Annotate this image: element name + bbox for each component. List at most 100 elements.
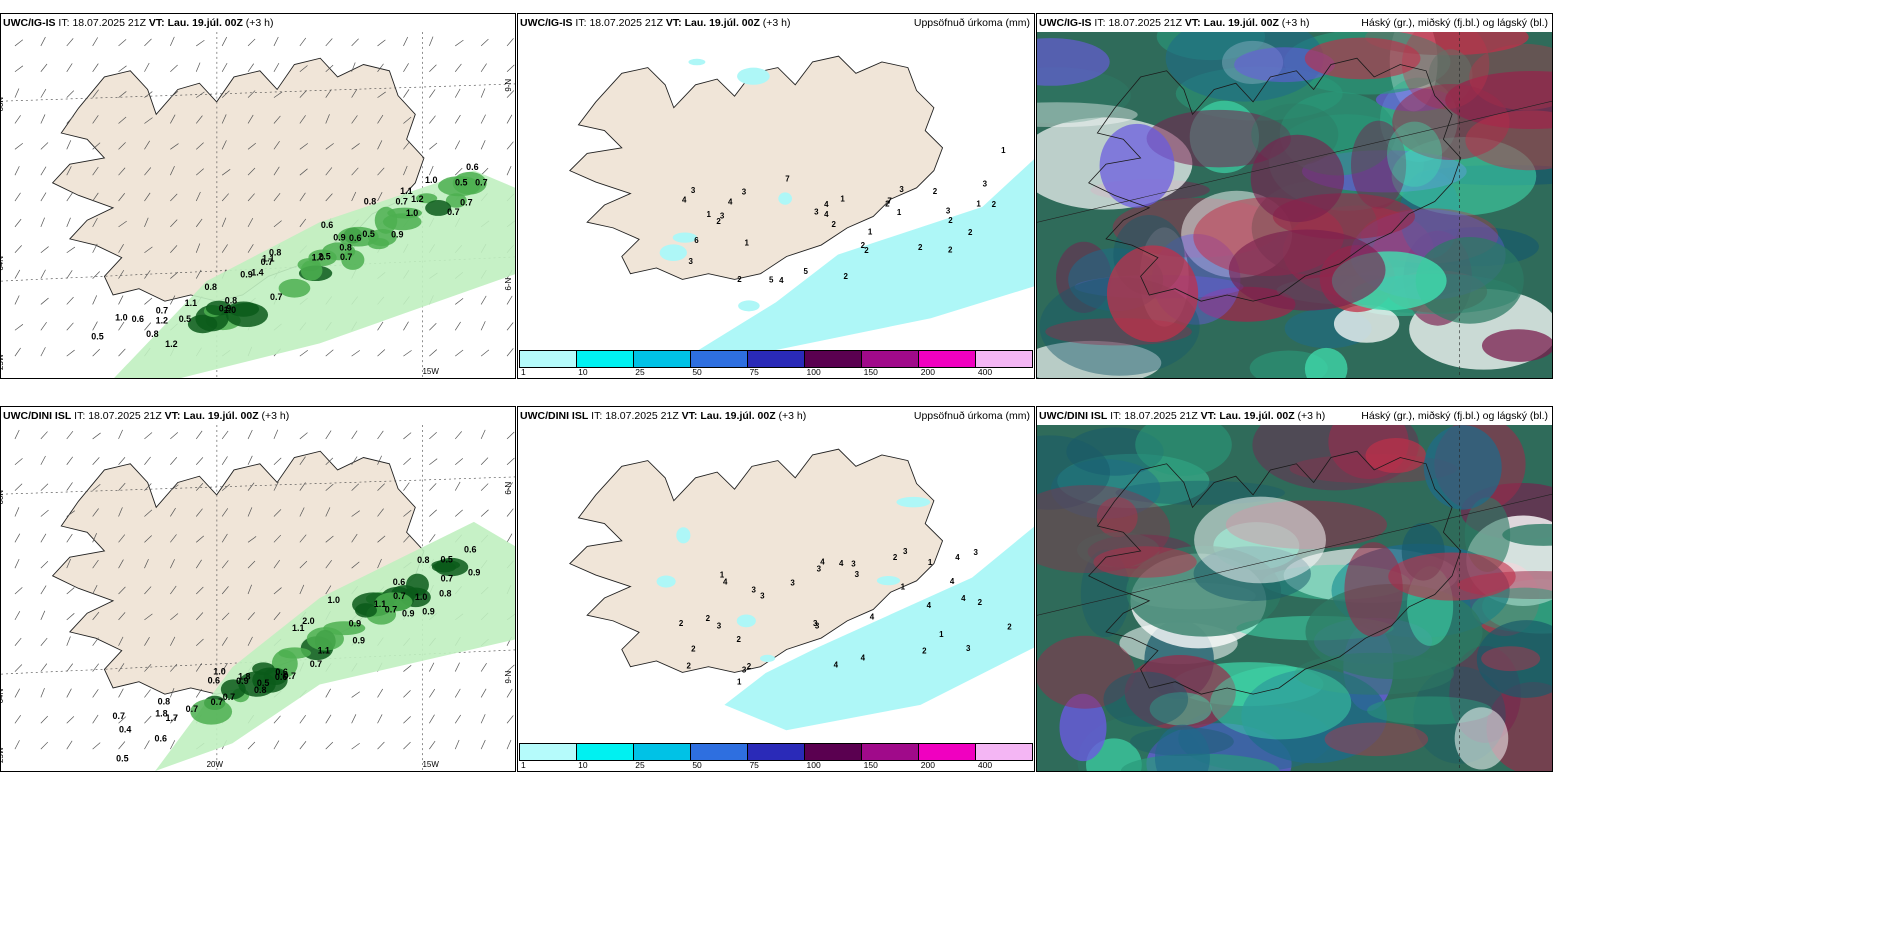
wind-barb <box>14 218 22 228</box>
wind-barb <box>351 115 358 124</box>
precip-value-label: 2 <box>948 246 953 255</box>
gust-value-label: 0.8 <box>205 282 217 292</box>
wind-barb <box>377 349 386 357</box>
precip-value-label: 2 <box>737 275 742 284</box>
cloud-patch <box>1502 523 1552 546</box>
wind-barb <box>40 347 46 357</box>
cloud-map <box>1037 425 1552 771</box>
wind-barb <box>14 39 24 47</box>
precip-value-label: 1 <box>737 678 742 687</box>
wind-barb <box>454 321 461 331</box>
wind-barb <box>377 114 384 124</box>
gust-value-label: 1.1 <box>400 186 412 196</box>
wind-barb <box>247 429 253 440</box>
wind-barb <box>144 740 150 750</box>
graticule-label: 6-N <box>504 482 513 495</box>
gust-value-label: 0.9 <box>391 229 403 239</box>
wind-barb <box>325 585 332 595</box>
wind-barb <box>14 65 24 73</box>
wind-barb <box>325 688 331 698</box>
gust-area-dark <box>228 301 260 317</box>
precip-title: Uppsöfnuð úrkoma (mm) <box>913 410 1030 422</box>
it-value: 18.07.2025 21Z <box>88 410 162 422</box>
wind-barb <box>92 243 98 253</box>
colorbar-labels: 1 10 25 50 75 100 150 200 400 <box>519 760 1033 771</box>
wind-barb <box>118 429 123 440</box>
cloud-map-svg <box>1037 32 1552 378</box>
colorbar-label: 25 <box>635 760 645 770</box>
wind-barb <box>377 430 384 440</box>
wind-barb <box>506 322 514 331</box>
colorbar-label: 50 <box>692 760 702 770</box>
wind-barb <box>377 714 383 724</box>
wind-barb <box>118 295 124 305</box>
wind-barb <box>273 166 280 176</box>
wind-barb <box>196 535 205 543</box>
graticule-label: 25W <box>1 746 5 763</box>
wind-barb <box>247 455 253 465</box>
wind-barb <box>299 534 307 543</box>
wind-barb <box>66 217 71 228</box>
vt-value: Lau. 19.júl. 00Z <box>1203 17 1279 29</box>
cloud-map-svg <box>1037 425 1552 771</box>
cloud-patch <box>1324 722 1429 757</box>
vt-value: Lau. 19.júl. 00Z <box>167 17 243 29</box>
wind-barb <box>247 244 254 253</box>
wind-barb <box>195 559 202 569</box>
wind-barb <box>506 38 514 47</box>
cloud-patch <box>1037 102 1138 128</box>
wind-barb <box>118 482 126 491</box>
wind-barb <box>429 64 437 73</box>
wind-barb <box>247 741 256 750</box>
gust-value-label: 0.9 <box>422 607 434 617</box>
cloud-patch <box>1344 542 1403 637</box>
precip-patch <box>759 654 776 663</box>
precip-patch <box>737 67 770 85</box>
wind-barb <box>247 584 252 595</box>
wind-barb <box>351 714 357 724</box>
colorbar-label: 50 <box>692 367 702 377</box>
colorbar-label: 100 <box>806 760 821 770</box>
gust-value-label: 1.2 <box>156 316 168 326</box>
model-name: UWC/DINI ISL <box>1039 410 1108 422</box>
colorbar-swatch <box>976 744 1032 760</box>
wind-barb <box>170 613 179 621</box>
precip-value-label: 3 <box>790 578 795 587</box>
wind-barb <box>118 507 123 517</box>
wind-barb <box>66 456 73 465</box>
wind-barb <box>66 38 74 47</box>
colorbar-label: 400 <box>977 760 993 770</box>
wind-barb <box>118 142 126 150</box>
wind-barb <box>195 269 202 279</box>
colorbar-swatch <box>577 351 634 367</box>
gust-area-dark <box>375 592 413 612</box>
wind-barb <box>40 297 49 305</box>
wind-barb <box>196 91 205 98</box>
wind-barb <box>247 217 254 228</box>
wind-barb <box>221 62 228 72</box>
precip-value-label: 1 <box>897 208 902 217</box>
precip-value-label: 2 <box>922 646 927 655</box>
gust-value-label: 0.9 <box>219 304 231 314</box>
gust-value-label: 0.6 <box>132 314 144 324</box>
wind-barb <box>299 560 308 569</box>
vt-label: VT: <box>681 410 698 422</box>
wind-barb <box>144 246 153 254</box>
wind-barb <box>403 141 410 150</box>
wind-barb <box>299 90 307 98</box>
wind-barb <box>118 269 125 279</box>
wind-barb <box>221 244 228 253</box>
wind-barb <box>273 115 281 124</box>
wind-barb <box>92 611 100 621</box>
wind-barb <box>273 457 282 466</box>
gust-value-label: 2.0 <box>302 616 314 626</box>
wind-barb <box>66 558 71 569</box>
precip-value-label: 4 <box>955 553 960 562</box>
precip-value-label: 2 <box>861 241 866 250</box>
wind-barb <box>144 636 150 646</box>
gust-area-dark <box>406 573 429 596</box>
precip-value-label: 2 <box>716 217 721 226</box>
wind-barb <box>195 508 203 517</box>
wind-barb <box>403 116 412 124</box>
wind-barb <box>170 295 176 305</box>
